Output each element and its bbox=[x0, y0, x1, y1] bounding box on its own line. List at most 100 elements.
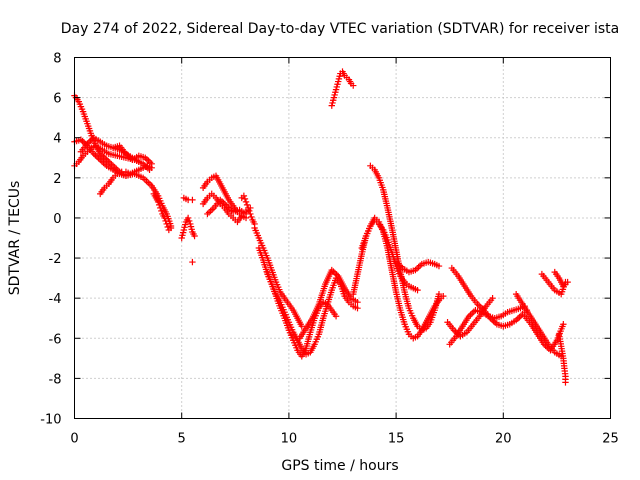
data-point-marker bbox=[440, 292, 447, 300]
data-point-marker bbox=[435, 290, 443, 298]
data-point-marker bbox=[350, 82, 357, 89]
data-point-marker bbox=[564, 278, 571, 286]
y-tick-label: 6 bbox=[53, 92, 61, 107]
series-sat-ab bbox=[521, 313, 567, 354]
data-point-marker bbox=[135, 158, 143, 165]
y-tick-label: -4 bbox=[49, 292, 62, 307]
data-point-marker bbox=[103, 156, 110, 163]
data-point-marker bbox=[161, 214, 168, 222]
series-sat-g bbox=[150, 190, 175, 234]
series-sat-ae bbox=[551, 268, 571, 290]
x-tick-label: 10 bbox=[281, 432, 298, 447]
x-tick-label: 5 bbox=[178, 432, 186, 447]
data-point-marker bbox=[157, 204, 164, 212]
data-point-marker bbox=[243, 201, 251, 209]
data-point-marker bbox=[92, 152, 99, 159]
data-point-marker bbox=[489, 294, 496, 302]
data-point-marker bbox=[331, 269, 339, 277]
y-tick-label: -8 bbox=[49, 372, 62, 387]
series-sat-o bbox=[251, 224, 305, 330]
y-tick-label: 4 bbox=[53, 132, 61, 147]
data-point-marker bbox=[162, 217, 169, 225]
y-tick-label: -10 bbox=[40, 413, 61, 428]
series-sat-m bbox=[204, 196, 250, 218]
y-tick-label: -6 bbox=[49, 332, 62, 347]
data-point-marker bbox=[207, 207, 214, 215]
data-point-marker bbox=[101, 161, 109, 168]
series-sat-r bbox=[296, 266, 361, 342]
plot-frame bbox=[74, 57, 611, 419]
data-point-marker bbox=[167, 224, 175, 232]
data-point-marker bbox=[514, 315, 521, 322]
data-point-marker bbox=[145, 157, 152, 164]
series-sat-c bbox=[71, 136, 130, 180]
data-point-marker bbox=[516, 314, 523, 321]
data-point-marker bbox=[298, 323, 305, 330]
series-sat-j bbox=[189, 258, 196, 266]
grid-lines bbox=[74, 57, 611, 419]
data-point-marker bbox=[95, 155, 102, 162]
data-point-marker bbox=[415, 263, 422, 271]
data-point-marker bbox=[562, 379, 569, 386]
data-point-marker bbox=[191, 232, 198, 240]
series-sat-a bbox=[71, 92, 175, 230]
data-point-marker bbox=[470, 308, 478, 315]
y-tick-label: 8 bbox=[53, 52, 61, 67]
data-point-marker bbox=[209, 206, 216, 213]
y-tick-labels: -10 -8 -6 -4 -2 0 2 4 6 8 bbox=[40, 52, 61, 428]
series-sat-aa bbox=[512, 290, 565, 360]
data-point-marker bbox=[154, 198, 162, 206]
data-point-marker bbox=[220, 199, 227, 207]
data-point-marker bbox=[205, 209, 213, 216]
x-tick-label: 0 bbox=[70, 432, 78, 447]
data-point-marker bbox=[242, 198, 250, 206]
data-point-marker bbox=[414, 286, 421, 294]
x-tick-labels: 0 5 10 15 20 25 bbox=[70, 432, 618, 447]
data-point-marker bbox=[105, 158, 112, 165]
data-point-marker bbox=[241, 195, 249, 203]
data-point-marker bbox=[247, 210, 254, 218]
data-point-marker bbox=[189, 258, 196, 266]
y-tick-label: 0 bbox=[53, 212, 61, 227]
series-sat-z bbox=[444, 294, 496, 340]
data-point-marker bbox=[100, 153, 107, 160]
x-axis-label: GPS time / hours bbox=[281, 458, 398, 474]
data-point-marker bbox=[475, 302, 483, 309]
series-sat-t bbox=[350, 216, 421, 298]
data-point-marker bbox=[98, 158, 106, 165]
x-tick-label: 25 bbox=[602, 432, 619, 447]
data-point-marker bbox=[101, 155, 109, 162]
data-point-marker bbox=[97, 156, 104, 163]
data-point-marker bbox=[100, 159, 107, 166]
series-sat-w bbox=[392, 258, 443, 276]
series-sat-s bbox=[328, 68, 357, 109]
data-point-marker bbox=[332, 313, 340, 320]
series-sat-k bbox=[199, 172, 250, 222]
data-point-marker bbox=[155, 201, 163, 209]
data-point-marker bbox=[490, 318, 497, 325]
data-point-marker bbox=[164, 223, 171, 231]
y-axis-label: SDTVAR / TECUs bbox=[7, 181, 23, 296]
data-point-marker bbox=[467, 311, 474, 318]
series-sat-x bbox=[446, 302, 528, 348]
chart-title: Day 274 of 2022, Sidereal Day-to-day VTE… bbox=[61, 21, 619, 37]
data-point-marker bbox=[163, 220, 170, 228]
data-point-marker bbox=[248, 213, 255, 221]
data-point-marker bbox=[244, 204, 252, 212]
data-point-marker bbox=[158, 207, 165, 215]
axis-ticks bbox=[74, 57, 611, 419]
series-sat-h bbox=[178, 214, 198, 242]
data-point-marker bbox=[189, 196, 196, 204]
series-sat-v bbox=[358, 214, 447, 342]
data-point-marker bbox=[184, 214, 192, 222]
x-tick-label: 15 bbox=[388, 432, 405, 447]
data-points bbox=[71, 68, 571, 386]
series-sat-ad bbox=[555, 331, 569, 386]
data-point-marker bbox=[246, 207, 253, 215]
x-tick-label: 20 bbox=[495, 432, 512, 447]
series-sat-n bbox=[238, 192, 258, 228]
y-tick-label: -2 bbox=[49, 252, 62, 267]
series-sat-i bbox=[180, 194, 196, 204]
data-point-marker bbox=[560, 321, 567, 328]
